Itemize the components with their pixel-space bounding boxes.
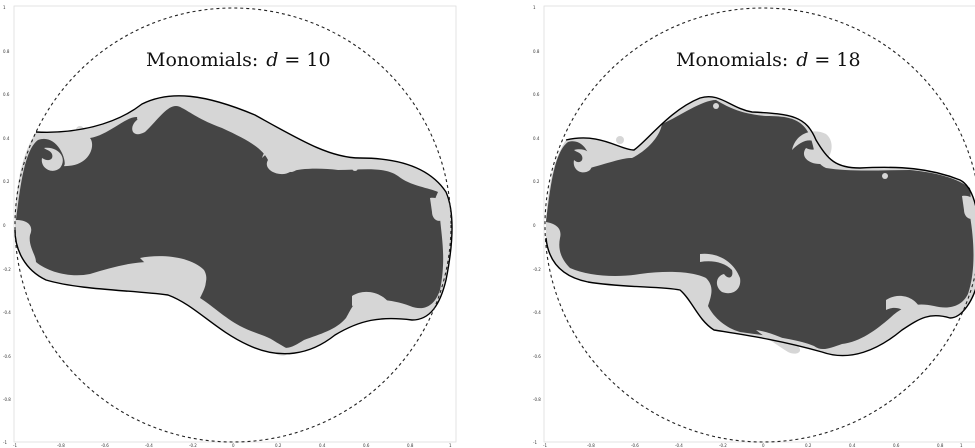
x-axis-ticks: -1 -0.8 -0.6 -0.4 -0.2 0 0.2 0.4 0.6 0.8…	[543, 443, 963, 448]
svg-text:-1: -1	[543, 443, 547, 448]
svg-text:0.8: 0.8	[937, 443, 944, 448]
svg-text:0: 0	[762, 443, 765, 448]
svg-text:0.6: 0.6	[893, 443, 900, 448]
x-axis-ticks: -1 -0.8 -0.6 -0.4 -0.2 0 0.2 0.4 0.6 0.8…	[13, 443, 452, 448]
svg-text:0.8: 0.8	[407, 443, 414, 448]
boundary-curve	[14, 95, 453, 355]
svg-text:1: 1	[3, 5, 6, 10]
svg-text:-0.6: -0.6	[3, 354, 11, 359]
unit-circle	[14, 7, 452, 443]
svg-text:-0.4: -0.4	[675, 443, 683, 448]
svg-text:0.4: 0.4	[319, 443, 326, 448]
svg-text:-0.6: -0.6	[631, 443, 639, 448]
svg-text:0.6: 0.6	[533, 92, 540, 97]
svg-text:-0.2: -0.2	[189, 443, 197, 448]
svg-text:0.6: 0.6	[3, 92, 10, 97]
svg-text:-0.8: -0.8	[533, 397, 541, 402]
svg-text:-1: -1	[533, 440, 537, 445]
svg-text:0.8: 0.8	[3, 49, 10, 54]
svg-text:0: 0	[3, 223, 6, 228]
svg-text:-0.8: -0.8	[57, 443, 65, 448]
svg-text:-1: -1	[3, 440, 7, 445]
dark-region	[546, 100, 974, 350]
svg-text:1: 1	[449, 443, 452, 448]
boundary-curve	[545, 96, 975, 357]
svg-text:0.4: 0.4	[849, 443, 856, 448]
svg-text:-0.8: -0.8	[3, 397, 11, 402]
panel-left: Monomials: d = 10 1 0.8 0.6 0.4 0.2 0 -0.…	[0, 0, 460, 448]
svg-text:-0.2: -0.2	[719, 443, 727, 448]
y-axis-ticks: 1 0.8 0.6 0.4 0.2 0 -0.2 -0.4 -0.6 -0.8 …	[533, 5, 541, 445]
plot-right: Monomials: d = 18 1 0.8 0.6 0.4 0.2 0 -0.…	[533, 5, 975, 448]
svg-text:0.4: 0.4	[533, 136, 540, 141]
svg-text:-0.4: -0.4	[3, 310, 11, 315]
svg-text:-0.6: -0.6	[101, 443, 109, 448]
svg-text:0: 0	[232, 443, 235, 448]
dark-region	[16, 106, 444, 348]
svg-text:1: 1	[960, 443, 963, 448]
swirl-spots	[547, 103, 975, 354]
y-axis-ticks: 1 0.8 0.6 0.4 0.2 0 -0.2 -0.4 -0.6 -0.8 …	[3, 5, 11, 445]
svg-text:-0.8: -0.8	[587, 443, 595, 448]
svg-text:0.4: 0.4	[3, 136, 10, 141]
svg-text:-0.2: -0.2	[3, 267, 11, 272]
panel-title: Monomials: d = 10	[146, 49, 331, 71]
svg-text:0.8: 0.8	[533, 49, 540, 54]
plot-left: Monomials: d = 10 1 0.8 0.6 0.4 0.2 0 -0.…	[3, 5, 457, 448]
panel-title: Monomials: d = 18	[676, 49, 861, 71]
panel-right: Monomials: d = 18 1 0.8 0.6 0.4 0.2 0 -0.…	[530, 0, 975, 448]
svg-text:-1: -1	[13, 443, 17, 448]
svg-text:-0.6: -0.6	[533, 354, 541, 359]
svg-text:0.2: 0.2	[3, 179, 10, 184]
svg-text:0.6: 0.6	[363, 443, 370, 448]
svg-text:1: 1	[533, 5, 536, 10]
svg-text:-0.2: -0.2	[533, 267, 541, 272]
svg-text:0.2: 0.2	[805, 443, 812, 448]
svg-text:0: 0	[533, 223, 536, 228]
svg-text:-0.4: -0.4	[145, 443, 153, 448]
svg-text:0.2: 0.2	[275, 443, 282, 448]
svg-text:-0.4: -0.4	[533, 310, 541, 315]
svg-text:0.2: 0.2	[533, 179, 540, 184]
swirl-spots	[17, 115, 446, 356]
